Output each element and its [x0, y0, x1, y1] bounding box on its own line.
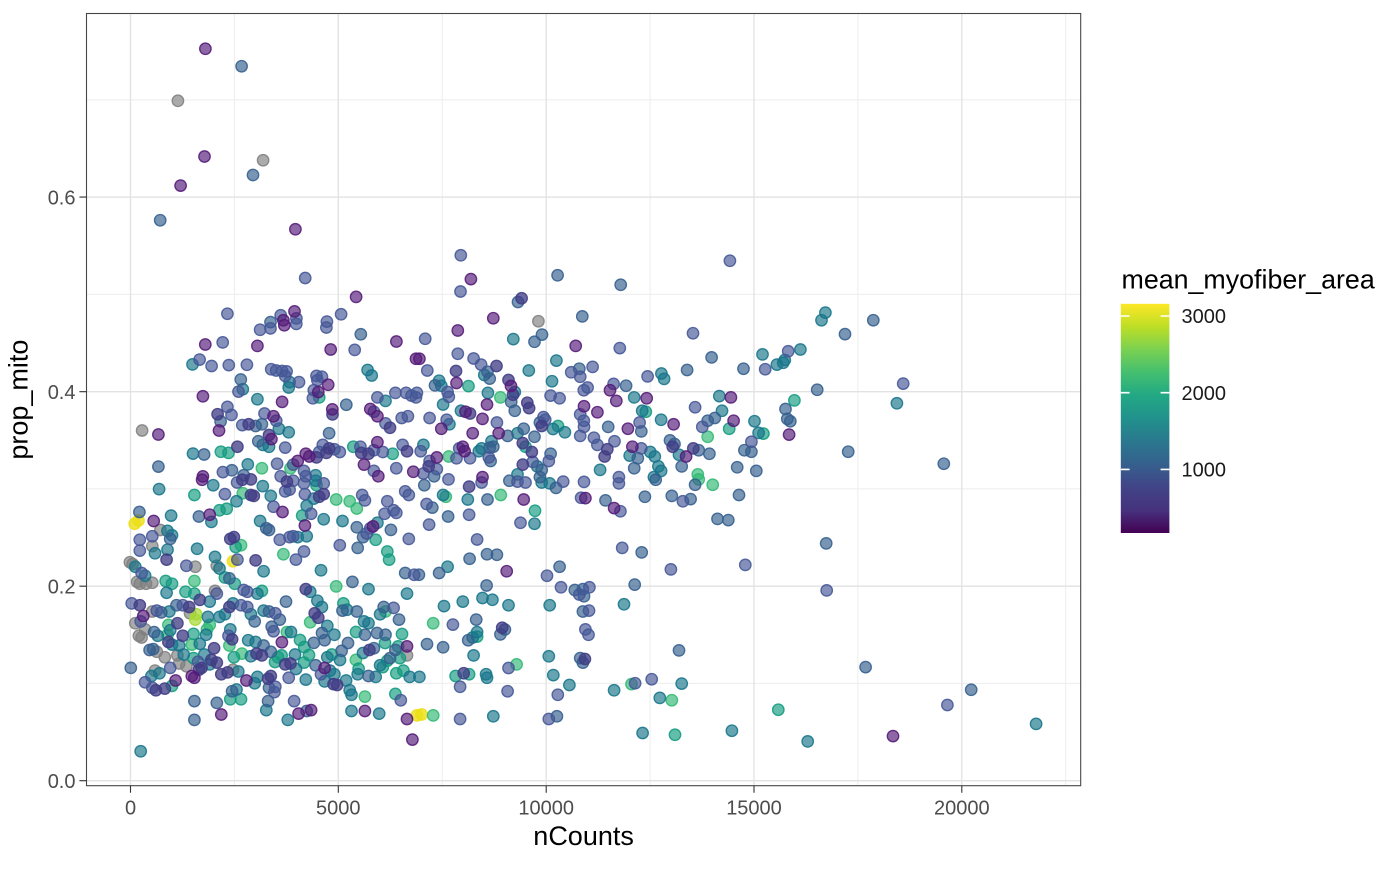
- svg-text:0.2: 0.2: [48, 576, 76, 598]
- svg-text:15000: 15000: [726, 798, 782, 820]
- svg-text:0.0: 0.0: [48, 771, 76, 793]
- svg-text:0.4: 0.4: [48, 382, 76, 404]
- svg-text:20000: 20000: [934, 798, 990, 820]
- svg-text:prop_mito: prop_mito: [4, 340, 34, 460]
- svg-text:1000: 1000: [1182, 460, 1227, 482]
- svg-text:0: 0: [125, 798, 136, 820]
- svg-text:10000: 10000: [518, 798, 574, 820]
- svg-text:2000: 2000: [1182, 383, 1227, 405]
- svg-text:nCounts: nCounts: [533, 821, 634, 851]
- svg-text:5000: 5000: [316, 798, 361, 820]
- svg-text:0.6: 0.6: [48, 187, 76, 209]
- svg-text:mean_myofiber_area: mean_myofiber_area: [1122, 265, 1375, 295]
- svg-text:3000: 3000: [1182, 306, 1227, 328]
